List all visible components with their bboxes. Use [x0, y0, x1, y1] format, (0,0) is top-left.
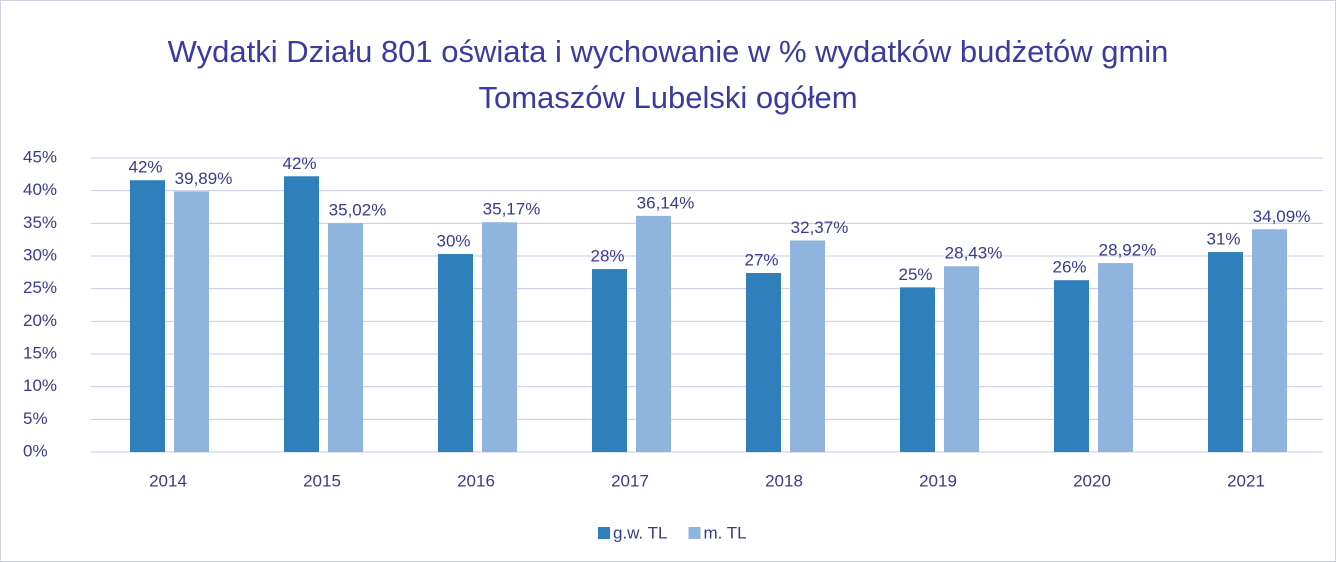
value-label: 42% — [128, 158, 162, 177]
x-tick-label: 2014 — [149, 471, 187, 490]
value-label: 25% — [898, 265, 932, 284]
value-label: 39,89% — [175, 169, 233, 188]
bar — [636, 215, 671, 452]
value-label: 36,14% — [637, 193, 695, 212]
bar — [592, 269, 627, 452]
bar — [1098, 263, 1133, 452]
value-label: 31% — [1206, 230, 1240, 249]
bar — [1252, 229, 1287, 452]
bar — [1208, 252, 1243, 452]
value-label: 28% — [590, 247, 624, 266]
y-tick-label: 20% — [23, 311, 57, 330]
x-tick-label: 2017 — [611, 471, 649, 490]
legend-label: m. TL — [704, 523, 747, 542]
bar — [174, 191, 209, 453]
y-tick-label: 25% — [23, 278, 57, 297]
bar — [790, 240, 825, 452]
title-box: Wydatki Działu 801 oświata i wychowanie … — [1, 29, 1335, 121]
value-label: 26% — [1052, 258, 1086, 277]
x-tick-label: 2021 — [1227, 471, 1265, 490]
bar — [1054, 280, 1089, 452]
chart-title: Wydatki Działu 801 oświata i wychowanie … — [167, 34, 1169, 115]
value-label: 27% — [744, 250, 778, 269]
y-tick-label: 15% — [23, 343, 57, 362]
y-tick-label: 10% — [23, 376, 57, 395]
value-label: 42% — [282, 154, 316, 173]
y-tick-label: 35% — [23, 213, 57, 232]
value-label: 30% — [436, 232, 470, 251]
value-label: 28,43% — [945, 244, 1003, 263]
legend-swatch — [598, 527, 610, 539]
bar — [900, 287, 935, 452]
bar — [438, 254, 473, 452]
value-label: 28,92% — [1099, 241, 1157, 260]
bar — [284, 176, 319, 452]
bar — [944, 266, 979, 452]
y-tick-label: 45% — [23, 147, 57, 166]
x-tick-label: 2015 — [303, 471, 341, 490]
x-tick-label: 2019 — [919, 471, 957, 490]
value-label: 35,02% — [329, 201, 387, 220]
legend-swatch — [688, 527, 701, 539]
value-label: 35,17% — [483, 200, 541, 219]
y-tick-label: 30% — [23, 245, 57, 264]
bar — [746, 272, 781, 452]
x-tick-label: 2020 — [1073, 471, 1111, 490]
value-label: 32,37% — [791, 218, 849, 237]
y-tick-label: 40% — [23, 180, 57, 199]
legend-label: g.w. TL — [613, 523, 668, 542]
x-tick-label: 2016 — [457, 471, 495, 490]
y-tick-label: 5% — [23, 409, 48, 428]
x-tick-label: 2018 — [765, 471, 803, 490]
bar — [130, 180, 165, 453]
bar — [482, 222, 517, 452]
value-label: 34,09% — [1253, 207, 1311, 226]
bar — [328, 223, 363, 452]
y-tick-label: 0% — [23, 441, 48, 460]
